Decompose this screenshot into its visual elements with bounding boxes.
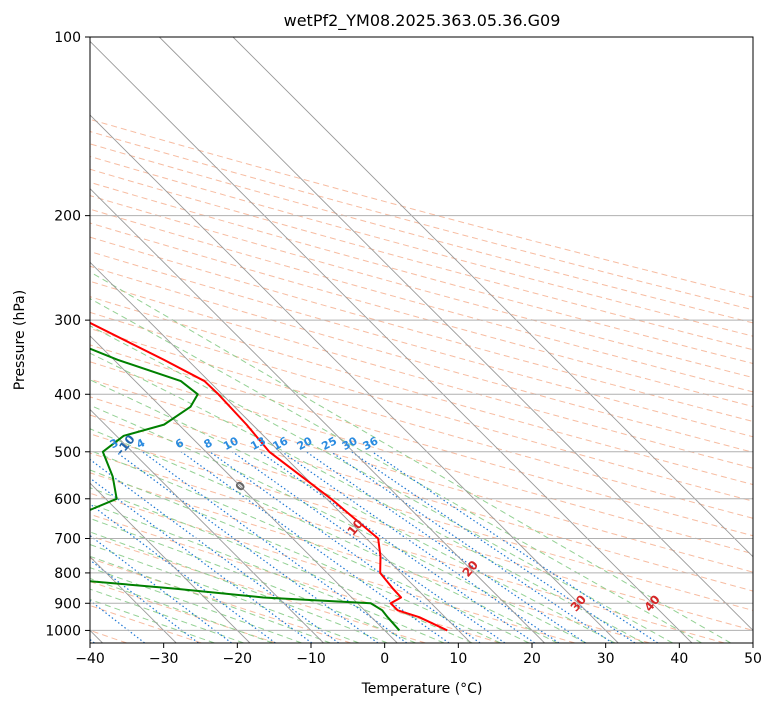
x-axis-ticks: −40 −30 −20 −10 0 10 20 30 40 50 — [75, 643, 762, 667]
mixing-ratio-label: 10 — [221, 434, 241, 453]
dry-adiabat — [90, 344, 753, 537]
y-axis-ticks: 100 200 300 400 500 600 700 800 900 1000 — [45, 30, 90, 639]
dry-adiabat — [90, 361, 753, 555]
y-tick-label: 500 — [54, 445, 81, 461]
dry-adiabat — [90, 452, 725, 643]
moist-adiabat — [90, 325, 673, 643]
dry-adiabat — [90, 130, 753, 311]
mixing-ratio-line — [115, 451, 379, 643]
x-tick-label: 30 — [597, 651, 615, 667]
moist-adiabat — [90, 555, 331, 643]
mixing-ratio-line — [180, 451, 450, 643]
mixing-ratio-line — [351, 451, 636, 643]
isotherms — [90, 37, 753, 643]
moist-adiabat — [90, 298, 702, 643]
isotherm-line — [158, 37, 753, 632]
x-tick-label: −40 — [75, 651, 105, 667]
mixing-ratio-label: 36 — [361, 434, 381, 453]
x-axis-label: Temperature (°C) — [361, 681, 483, 697]
isotherm-line — [90, 187, 545, 643]
mixing-ratio-line — [90, 458, 340, 643]
y-tick-label: 200 — [54, 209, 81, 225]
dry-adiabat — [90, 513, 501, 643]
x-tick-label: 50 — [744, 651, 762, 667]
mixing-ratio-line — [330, 451, 613, 643]
y-tick-label: 800 — [54, 566, 81, 582]
mixing-ratio-line — [281, 451, 560, 643]
dry-adiabat — [90, 251, 753, 438]
mixing-ratio-label: 25 — [319, 434, 339, 453]
isotherm-line — [90, 114, 619, 643]
dry-adiabat — [90, 396, 753, 592]
pressure-gridlines — [90, 37, 753, 631]
x-tick-label: −30 — [149, 651, 179, 667]
isotherm-line — [232, 37, 753, 558]
plot-frame — [89, 36, 754, 644]
profiles — [90, 321, 448, 632]
isotherm-line — [90, 408, 324, 643]
isotherm-line — [90, 261, 472, 643]
dry-adiabat — [90, 265, 753, 453]
mixing-ratio-label: 30 — [340, 434, 360, 453]
y-tick-label: 300 — [54, 313, 81, 329]
y-tick-label: 600 — [54, 492, 81, 508]
y-tick-label: 100 — [54, 30, 81, 46]
mixing-ratio-line — [90, 559, 199, 643]
mixing-ratio-label: 16 — [271, 434, 291, 453]
mixing-ratio-label: 13 — [248, 434, 268, 453]
x-tick-label: 10 — [449, 651, 467, 667]
moist-adiabat — [90, 428, 558, 643]
moist-adiabat — [90, 379, 616, 643]
dewpoint-profile-line — [90, 347, 401, 632]
y-tick-label: 700 — [54, 532, 81, 548]
moist-adiabat — [90, 404, 587, 643]
mixing-ratio-line — [90, 477, 313, 643]
mixing-ratio-label: 20 — [295, 434, 315, 453]
dry-adiabat — [90, 222, 753, 408]
x-tick-label: −20 — [223, 651, 253, 667]
chart-title: wetPf2_YM08.2025.363.05.36.G09 — [284, 11, 561, 31]
dry-adiabat — [90, 195, 753, 379]
y-axis-label: Pressure (hPa) — [12, 290, 28, 390]
y-tick-label: 400 — [54, 387, 81, 403]
dry-adiabat — [90, 155, 753, 337]
isotherm-line — [90, 482, 251, 643]
dry-adiabat — [90, 580, 277, 643]
temperature-profile-line — [90, 321, 448, 632]
y-tick-label: 900 — [54, 596, 81, 612]
moist-adiabat — [90, 567, 302, 643]
moist-adiabat — [90, 469, 501, 643]
isotherm-line — [90, 40, 693, 643]
x-tick-label: 20 — [523, 651, 541, 667]
moist-adiabat — [90, 544, 360, 643]
x-tick-label: 40 — [670, 651, 688, 667]
x-tick-label: −10 — [296, 651, 326, 667]
dry-adiabat — [90, 118, 753, 298]
dry-adiabat — [90, 378, 753, 573]
dry-adiabat — [90, 414, 753, 611]
mixing-ratio-line — [209, 451, 481, 643]
x-tick-label: 0 — [380, 651, 389, 667]
dry-adiabat — [90, 535, 426, 643]
isotherm-line — [90, 335, 398, 643]
dry-adiabat — [90, 181, 753, 365]
moist-adiabat — [90, 271, 732, 643]
y-tick-label: 1000 — [45, 623, 81, 639]
